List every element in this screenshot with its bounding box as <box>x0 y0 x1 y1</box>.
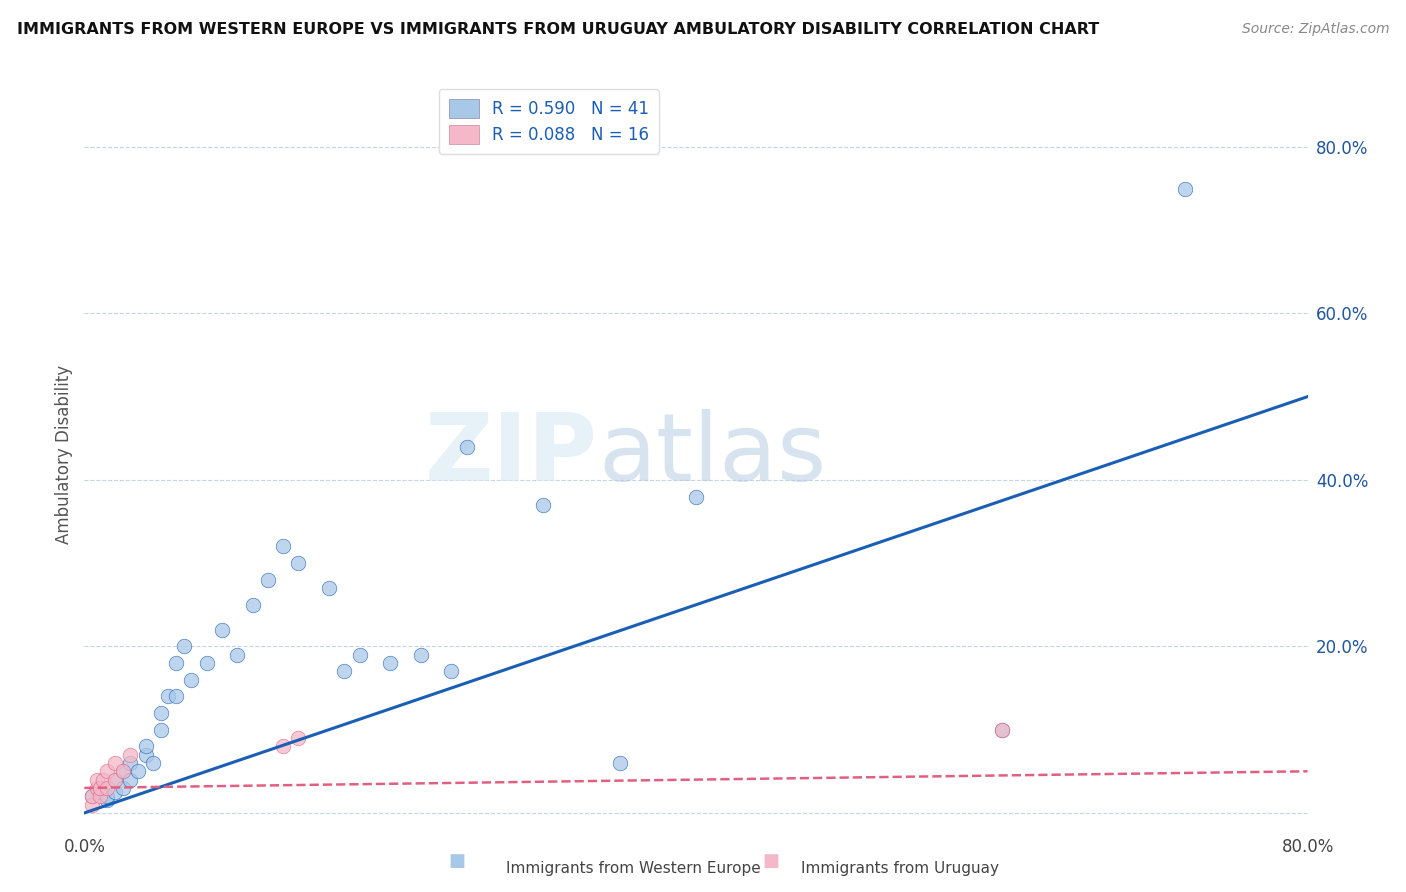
Point <box>271 540 294 554</box>
Point <box>104 756 127 770</box>
Text: Immigrants from Uruguay: Immigrants from Uruguay <box>801 861 1000 876</box>
Point <box>456 440 478 454</box>
Point <box>96 793 118 807</box>
Point <box>242 598 264 612</box>
Text: Immigrants from Western Europe: Immigrants from Western Europe <box>506 861 761 876</box>
Point <box>104 785 127 799</box>
Point <box>287 731 309 745</box>
Point <box>195 656 218 670</box>
Point <box>91 772 114 787</box>
Point <box>135 739 157 754</box>
Point <box>226 648 249 662</box>
Point <box>609 756 631 770</box>
Point <box>104 772 127 787</box>
Point <box>89 780 111 795</box>
Point <box>180 673 202 687</box>
Point <box>318 581 340 595</box>
Point <box>96 780 118 795</box>
Point <box>111 764 134 779</box>
Point <box>80 797 103 812</box>
Text: IMMIGRANTS FROM WESTERN EUROPE VS IMMIGRANTS FROM URUGUAY AMBULATORY DISABILITY : IMMIGRANTS FROM WESTERN EUROPE VS IMMIGR… <box>17 22 1099 37</box>
Point <box>149 723 172 737</box>
Point <box>89 789 111 804</box>
Text: Source: ZipAtlas.com: Source: ZipAtlas.com <box>1241 22 1389 37</box>
Point <box>120 756 142 770</box>
Y-axis label: Ambulatory Disability: Ambulatory Disability <box>55 366 73 544</box>
Text: ZIP: ZIP <box>425 409 598 501</box>
Point <box>104 772 127 787</box>
Point <box>86 772 108 787</box>
Point <box>287 556 309 570</box>
Point <box>96 764 118 779</box>
Point <box>165 690 187 704</box>
Point <box>80 789 103 804</box>
Point <box>89 785 111 799</box>
Point <box>991 723 1014 737</box>
Point <box>120 772 142 787</box>
Point <box>685 490 707 504</box>
Point <box>211 623 233 637</box>
Point <box>80 789 103 804</box>
Point <box>120 747 142 762</box>
Point <box>991 723 1014 737</box>
Point <box>349 648 371 662</box>
Text: ■: ■ <box>449 852 465 870</box>
Point <box>157 690 180 704</box>
Point <box>257 573 280 587</box>
Point <box>440 665 463 679</box>
Point <box>142 756 165 770</box>
Point <box>173 640 195 654</box>
Point <box>111 780 134 795</box>
Point <box>333 665 356 679</box>
Text: atlas: atlas <box>598 409 827 501</box>
Text: ■: ■ <box>762 852 779 870</box>
Point <box>127 764 149 779</box>
Point <box>531 498 554 512</box>
Point <box>271 739 294 754</box>
Point <box>165 656 187 670</box>
Point <box>135 747 157 762</box>
Point <box>149 706 172 720</box>
Point <box>86 780 108 795</box>
Legend: R = 0.590   N = 41, R = 0.088   N = 16: R = 0.590 N = 41, R = 0.088 N = 16 <box>439 88 659 153</box>
Point <box>89 780 111 795</box>
Point <box>409 648 432 662</box>
Point <box>1174 181 1197 195</box>
Point <box>111 764 134 779</box>
Point <box>96 789 118 804</box>
Point <box>380 656 402 670</box>
